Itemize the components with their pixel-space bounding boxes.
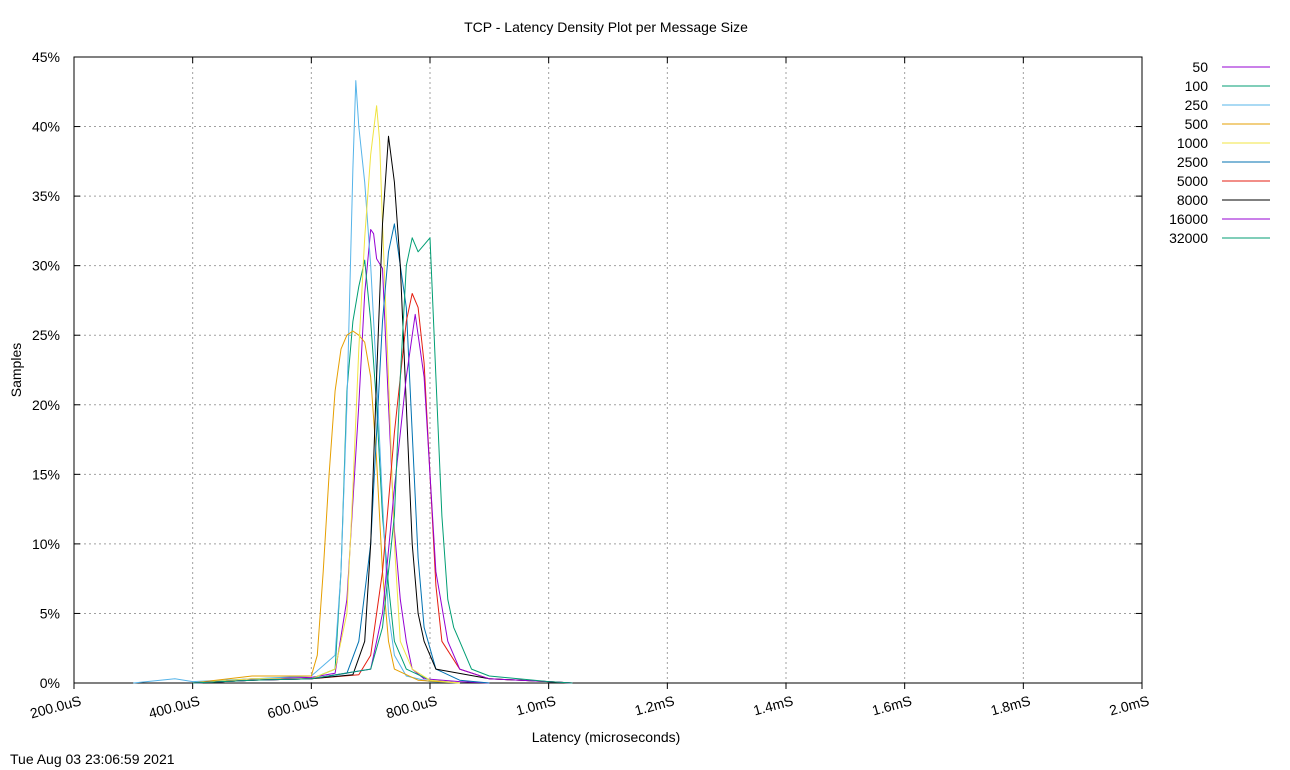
series-line-50 [192,229,490,684]
legend-label-2500: 2500 [1177,154,1208,170]
series-line-500 [192,330,460,684]
y-tick-label: 10% [32,536,60,552]
x-tick-label: 1.4mS [752,692,795,718]
timestamp: Tue Aug 03 23:06:59 2021 [10,751,175,767]
series-line-1000 [192,105,460,684]
x-tick-label: 1.8mS [989,692,1032,718]
series-line-8000 [192,135,573,684]
y-axis: 0% 5% 10% 15% 20% 25% 30% 35% 40% 45% [32,49,1142,691]
series-line-2500 [192,223,490,684]
plot-frame [73,56,1143,684]
y-tick-label: 5% [40,605,60,621]
x-tick-label: 600.0uS [266,692,321,721]
legend-label-50: 50 [1192,59,1208,75]
legend-label-500: 500 [1185,116,1209,132]
series-lines [133,80,573,684]
x-tick-label: 200.0uS [28,692,83,721]
y-tick-label: 45% [32,49,60,65]
legend-label-32000: 32000 [1169,230,1208,246]
x-tick-label: 2.0mS [1108,692,1151,718]
legend-label-8000: 8000 [1177,192,1208,208]
legend-label-1000: 1000 [1177,135,1208,151]
y-axis-label: Samples [8,343,24,397]
y-tick-label: 25% [32,327,60,343]
legend-label-250: 250 [1185,97,1209,113]
x-axis-label: Latency (microseconds) [532,729,681,745]
series-line-32000 [192,237,573,684]
y-tick-label: 0% [40,675,60,691]
y-tick-label: 15% [32,466,60,482]
y-tick-label: 30% [32,258,60,274]
legend: 50 100 250 500 1000 2500 5000 8000 16000 32000 [1169,59,1270,246]
y-tick-label: 35% [32,188,60,204]
legend-label-100: 100 [1185,78,1209,94]
x-tick-label: 400.0uS [147,692,202,721]
y-tick-label: 40% [32,119,60,135]
legend-label-16000: 16000 [1169,211,1208,227]
y-tick-label: 20% [32,397,60,413]
x-tick-label: 1.6mS [870,692,913,718]
x-tick-label: 1.0mS [514,692,557,718]
series-line-250 [133,80,460,684]
legend-label-5000: 5000 [1177,173,1208,189]
x-tick-label: 1.2mS [633,692,676,718]
x-axis: 200.0uS 400.0uS 600.0uS 800.0uS 1.0mS 1.2mS 1.… [28,57,1151,721]
grid-lines [74,57,1142,683]
chart-title: TCP - Latency Density Plot per Message S… [464,19,748,35]
x-tick-label: 800.0uS [384,692,439,721]
